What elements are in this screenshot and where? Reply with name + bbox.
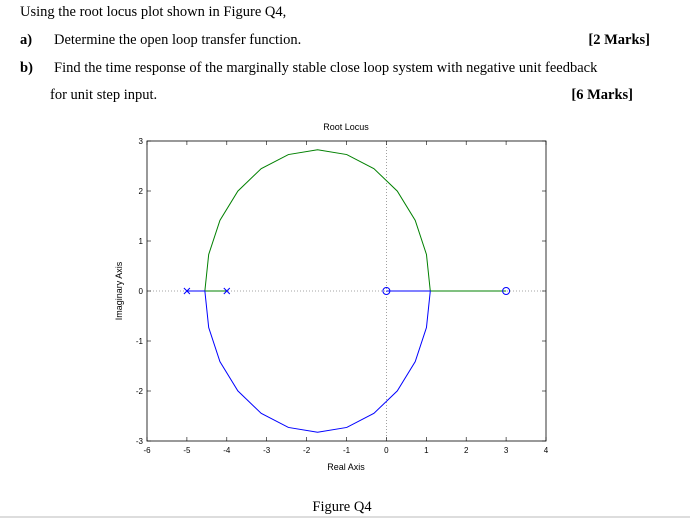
part-text: Find the time response of the marginally… — [54, 60, 598, 76]
y-tick-label: 1 — [139, 237, 144, 246]
locus-branch — [204, 149, 507, 292]
pole-marker — [183, 287, 191, 295]
part-label: b) — [20, 60, 33, 76]
x-tick-label: -6 — [143, 446, 151, 455]
x-tick-label: -4 — [223, 446, 231, 455]
chart-title: Root Locus — [323, 122, 369, 132]
x-tick-label: 0 — [384, 446, 389, 455]
part-label: a) — [20, 32, 32, 48]
x-tick-label: 4 — [544, 446, 549, 455]
x-tick-label: -3 — [263, 446, 271, 455]
x-tick-label: -5 — [183, 446, 191, 455]
zero-marker — [502, 287, 511, 295]
marks: [2 Marks] — [588, 32, 650, 48]
y-tick-label: -1 — [136, 337, 144, 346]
y-tick-label: -2 — [136, 387, 144, 396]
x-tick-label: -2 — [303, 446, 311, 455]
y-tick-label: -3 — [136, 437, 144, 446]
y-tick-label: 2 — [139, 187, 144, 196]
intro: Using the root locus plot shown in Figur… — [20, 4, 286, 20]
y-tick-label: 3 — [139, 137, 144, 146]
x-tick-label: -1 — [343, 446, 351, 455]
part-text: for unit step input. — [50, 87, 157, 103]
y-tick-label: 0 — [139, 287, 144, 296]
x-axis-label: Real Axis — [327, 462, 365, 472]
locus-branch — [186, 290, 431, 433]
x-tick-label: 3 — [504, 446, 509, 455]
caption: Figure Q4 — [312, 499, 372, 515]
zero-marker — [382, 287, 391, 295]
y-axis-label: Imaginary Axis — [114, 261, 124, 320]
pole-marker — [223, 287, 231, 295]
x-tick-label: 1 — [424, 446, 429, 455]
x-tick-label: 2 — [464, 446, 469, 455]
marks: [6 Marks] — [571, 87, 633, 103]
part-text: Determine the open loop transfer functio… — [54, 32, 301, 48]
